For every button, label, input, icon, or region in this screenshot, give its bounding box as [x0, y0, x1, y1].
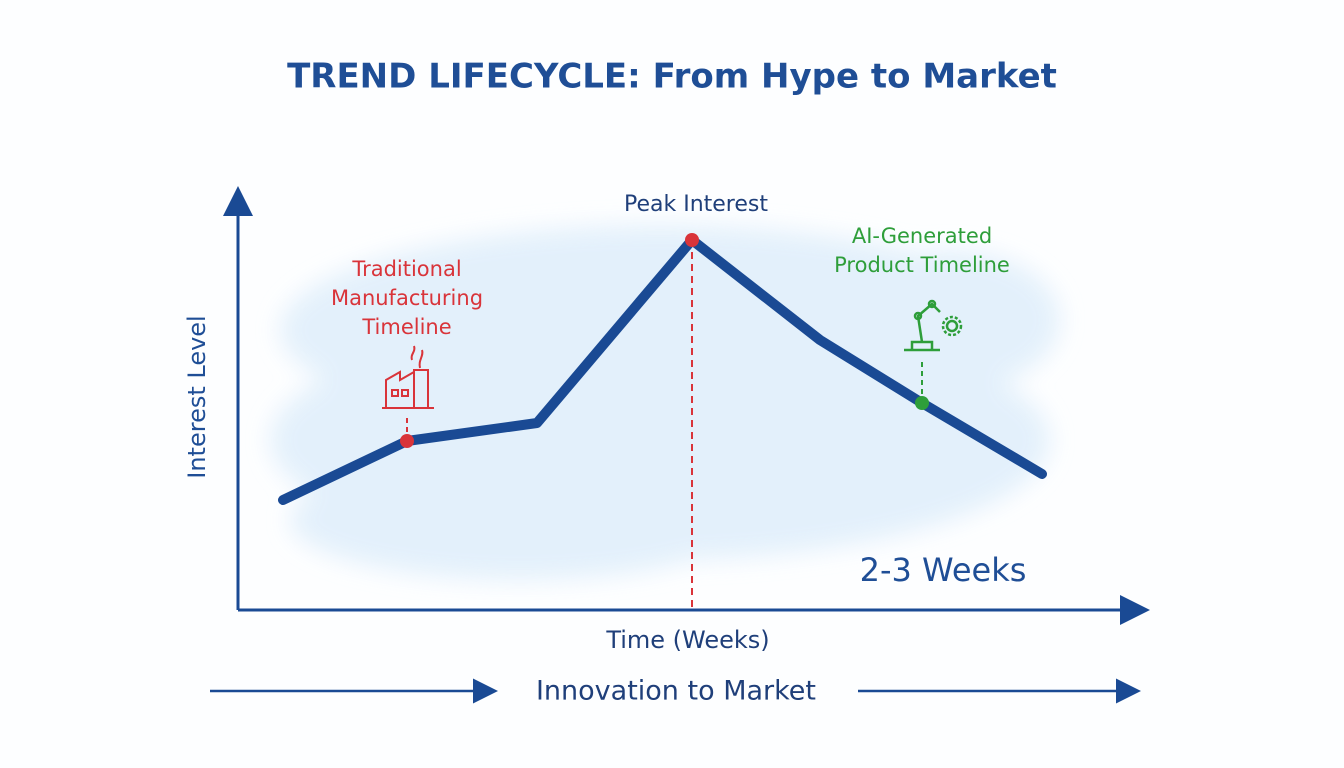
peak-label: Peak Interest: [624, 192, 768, 217]
traditional-label: Manufacturing: [331, 286, 483, 310]
y-axis-label: Interest Level: [183, 315, 211, 478]
peak-dot: [685, 233, 699, 247]
ai-dot: [915, 396, 929, 410]
title: TREND LIFECYCLE: From Hype to Market: [287, 57, 1057, 97]
cloud-backdrop: [270, 225, 1060, 580]
footer-label: Innovation to Market: [536, 676, 816, 707]
robot-arm-icon: [904, 299, 963, 352]
x-axis-label: Time (Weeks): [605, 626, 769, 654]
ai-label: AI-Generated: [852, 224, 992, 248]
factory-icon: [382, 345, 434, 409]
ai-label: Product Timeline: [834, 253, 1010, 277]
traditional-dot: [400, 434, 414, 448]
traditional-label: Traditional: [351, 257, 461, 281]
duration-label: 2-3 Weeks: [860, 551, 1027, 589]
traditional-label: Timeline: [361, 315, 451, 339]
